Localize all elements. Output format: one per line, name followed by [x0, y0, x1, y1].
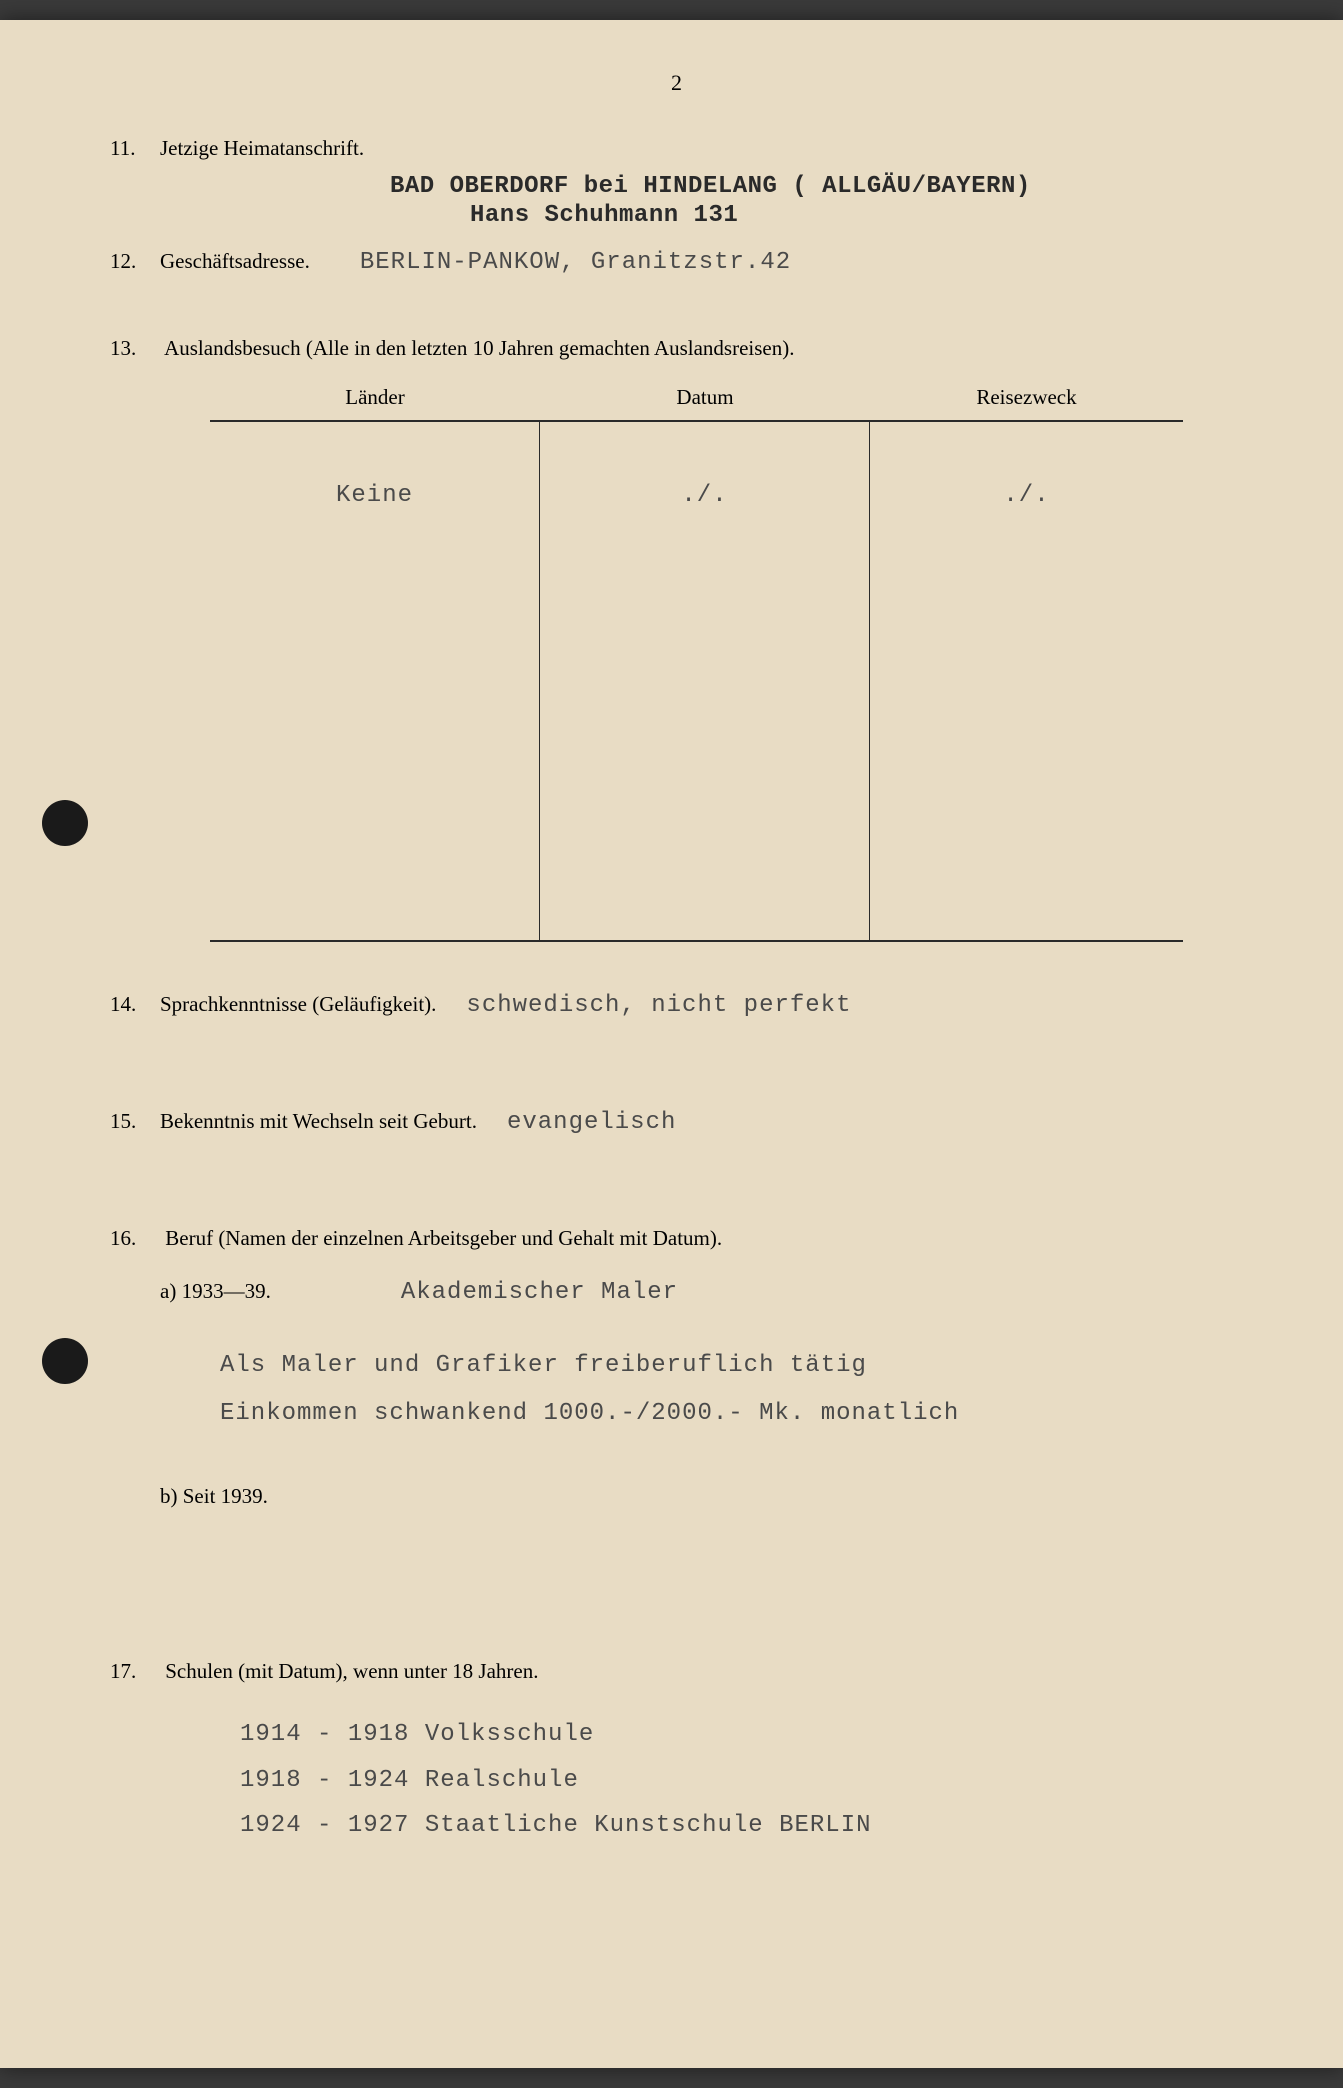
cell-countries: Keine	[210, 422, 540, 940]
page-number: 2	[110, 70, 1243, 96]
cell-date: ./.	[540, 422, 870, 940]
travel-table: Länder Datum Reisezweck Keine ./. ./.	[210, 385, 1183, 942]
field-15: 15. Bekenntnis mit Wechseln seit Geburt.…	[110, 1109, 1243, 1136]
address-line-1: BAD OBERDORF bei HINDELANG ( ALLGÄU/BAYE…	[390, 173, 1243, 200]
sub-label: b) Seit 1939.	[160, 1484, 268, 1508]
header-purpose: Reisezweck	[870, 385, 1183, 410]
field-number: 16.	[110, 1226, 160, 1251]
business-address: BERLIN-PANKOW, Granitzstr.42	[360, 249, 791, 276]
field-label: Schulen (mit Datum), wenn unter 18 Jahre…	[165, 1659, 538, 1683]
sub-label: a) 1933—39.	[160, 1279, 271, 1304]
school-line-3: 1924 - 1927 Staatliche Kunstschule BERLI…	[240, 1803, 1243, 1849]
field-label: Beruf (Namen der einzelnen Arbeitsgeber …	[165, 1226, 722, 1250]
cell-purpose: ./.	[870, 422, 1183, 940]
profession-line-1: Als Maler und Grafiker freiberuflich tät…	[220, 1342, 1243, 1390]
field-label: Jetzige Heimatanschrift.	[160, 136, 364, 161]
profession-line-2: Einkommen schwankend 1000.-/2000.- Mk. m…	[220, 1390, 1243, 1438]
field-label: Geschäftsadresse.	[160, 249, 310, 274]
field-14: 14. Sprachkenntnisse (Geläufigkeit). sch…	[110, 992, 1243, 1019]
home-address-stamp: BAD OBERDORF bei HINDELANG ( ALLGÄU/BAYE…	[390, 173, 1243, 229]
school-line-1: 1914 - 1918 Volksschule	[240, 1712, 1243, 1758]
punch-hole	[42, 1338, 88, 1384]
header-countries: Länder	[210, 385, 540, 410]
field-label: Bekenntnis mit Wechseln seit Geburt.	[160, 1109, 477, 1134]
table-header-row: Länder Datum Reisezweck	[210, 385, 1183, 410]
profession-details: Als Maler und Grafiker freiberuflich tät…	[220, 1342, 1243, 1438]
field-12: 12. Geschäftsadresse. BERLIN-PANKOW, Gra…	[110, 249, 1243, 276]
field-16: 16. Beruf (Namen der einzelnen Arbeitsge…	[110, 1226, 1243, 1251]
punch-hole	[42, 800, 88, 846]
address-line-2: Hans Schuhmann 131	[470, 202, 1243, 229]
document-page: 2 11. Jetzige Heimatanschrift. BAD OBERD…	[0, 20, 1343, 2068]
field-11: 11. Jetzige Heimatanschrift.	[110, 136, 1243, 161]
profession-answer: Akademischer Maler	[401, 1279, 678, 1306]
field-number: 15.	[110, 1109, 160, 1134]
field-label: Auslandsbesuch (Alle in den letzten 10 J…	[164, 336, 794, 360]
field-17: 17. Schulen (mit Datum), wenn unter 18 J…	[110, 1659, 1243, 1684]
schools-list: 1914 - 1918 Volksschule 1918 - 1924 Real…	[240, 1712, 1243, 1849]
header-date: Datum	[540, 385, 870, 410]
field-label: Sprachkenntnisse (Geläufigkeit).	[160, 992, 436, 1017]
field-number: 17.	[110, 1659, 160, 1684]
table-body: Keine ./. ./.	[210, 422, 1183, 942]
field-number: 14.	[110, 992, 160, 1017]
school-line-2: 1918 - 1924 Realschule	[240, 1758, 1243, 1804]
field-number: 13.	[110, 336, 160, 361]
field-16b: b) Seit 1939.	[160, 1484, 1243, 1509]
languages-answer: schwedisch, nicht perfekt	[466, 992, 851, 1019]
religion-answer: evangelisch	[507, 1109, 676, 1136]
field-number: 12.	[110, 249, 160, 274]
field-13: 13. Auslandsbesuch (Alle in den letzten …	[110, 336, 1243, 361]
field-16a: a) 1933—39. Akademischer Maler	[160, 1279, 1243, 1306]
field-number: 11.	[110, 136, 160, 161]
